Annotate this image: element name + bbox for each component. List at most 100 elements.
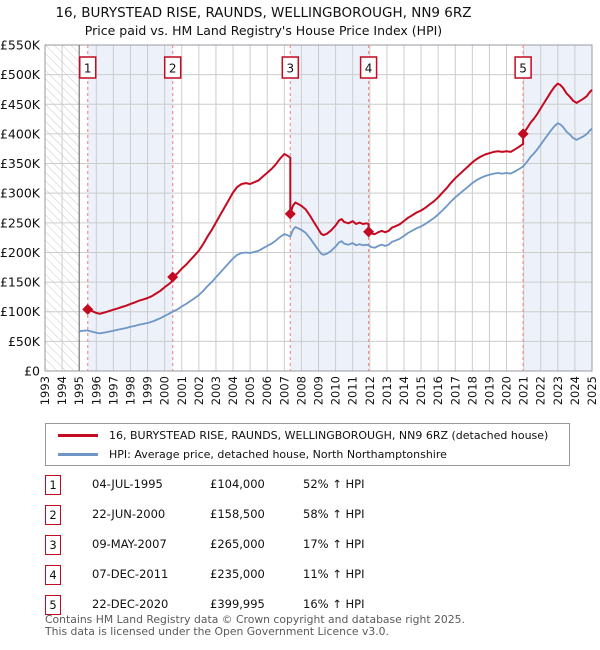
x-axis-label: 2018 <box>465 376 479 405</box>
sale-vs-hpi: 16% ↑ HPI <box>303 597 365 611</box>
sale-number-box <box>78 56 97 79</box>
x-axis-label: 2015 <box>414 376 428 405</box>
x-axis-label: 2007 <box>277 376 291 405</box>
y-axis-label: £300K <box>0 186 41 201</box>
sale-point-diamond <box>517 128 529 140</box>
y-axis-label: £350K <box>0 156 41 171</box>
x-axis-label: 1999 <box>141 376 155 405</box>
sale-price: £158,500 <box>210 507 265 521</box>
sale-price: £104,000 <box>210 477 265 491</box>
y-axis-label: £250K <box>0 215 41 230</box>
x-axis-label: 1997 <box>106 376 120 405</box>
sale-price: £399,995 <box>210 597 265 611</box>
x-axis-label: 2020 <box>500 376 514 405</box>
sale-number-badge: 5 <box>45 595 61 615</box>
y-axis-label: £150K <box>0 275 41 290</box>
sale-number-box <box>514 56 532 79</box>
x-axis-label: 2005 <box>243 376 257 405</box>
sale-number-box <box>281 56 300 79</box>
page-title: 16, BURYSTEAD RISE, RAUNDS, WELLINGBOROU… <box>55 5 472 21</box>
sale-number-badge: 2 <box>45 505 61 525</box>
sale-price: £265,000 <box>210 537 265 551</box>
y-axis-label: £450K <box>0 97 41 112</box>
x-axis-label: 2002 <box>192 376 206 405</box>
legend-entry-price: 16, BURYSTEAD RISE, RAUNDS, WELLINGBOROU… <box>46 427 569 443</box>
footer-line-2: This data is licensed under the Open Gov… <box>45 625 389 638</box>
legend-label: HPI: Average price, detached house, Nort… <box>109 447 447 461</box>
page-subtitle: Price paid vs. HM Land Registry's House … <box>84 23 443 38</box>
sale-price: £235,000 <box>210 567 265 581</box>
x-axis-label: 2024 <box>568 376 582 405</box>
x-axis-label: 2009 <box>312 376 326 405</box>
sale-number-badge: 4 <box>45 565 61 585</box>
x-axis-label: 2003 <box>209 376 223 405</box>
x-axis-label: 2023 <box>551 376 565 405</box>
sale-point-diamond <box>284 208 296 220</box>
x-axis-label: 2019 <box>482 376 496 405</box>
x-axis-label: 2017 <box>448 376 462 405</box>
y-axis-label: £500K <box>0 67 41 82</box>
x-axis-label: 2011 <box>346 376 360 405</box>
x-axis-label: 2012 <box>363 376 377 405</box>
table-row: 5 22-DEC-2020 £399,995 16% ↑ HPI <box>45 595 585 625</box>
x-axis-label: 1993 <box>38 376 52 405</box>
y-axis-label: £100K <box>0 304 41 319</box>
x-axis-label: 1996 <box>89 376 103 405</box>
x-axis-label: 1998 <box>123 376 137 405</box>
x-axis-label: 2001 <box>175 376 189 405</box>
sale-point-diamond <box>82 303 94 315</box>
y-axis-label: £0 <box>24 364 40 379</box>
y-axis-label: £50K <box>8 334 41 349</box>
sale-date: 22-DEC-2020 <box>92 597 169 611</box>
x-axis-label: 2010 <box>329 376 343 405</box>
sale-number-badge: 1 <box>45 475 61 495</box>
sale-number: 4 <box>365 62 373 76</box>
sale-number-box <box>163 56 182 79</box>
sale-number: 2 <box>169 62 177 76</box>
sale-number: 5 <box>519 62 527 76</box>
price-line <box>87 82 593 315</box>
sale-vs-hpi: 52% ↑ HPI <box>303 477 365 491</box>
sale-date: 09-MAY-2007 <box>92 537 167 551</box>
sale-date: 22-JUN-2000 <box>92 507 166 521</box>
x-axis-label: 2021 <box>517 376 531 405</box>
x-axis-label: 1994 <box>55 376 69 405</box>
hpi-line <box>79 122 593 335</box>
legend-label: 16, BURYSTEAD RISE, RAUNDS, WELLINGBOROU… <box>109 428 549 442</box>
y-axis-label: £200K <box>0 245 41 260</box>
sale-vs-hpi: 11% ↑ HPI <box>303 567 365 581</box>
price-line-swatch <box>58 433 98 437</box>
y-axis-label: £550K <box>0 38 41 53</box>
x-axis-label: 2008 <box>294 376 308 405</box>
legend-entry-hpi: HPI: Average price, detached house, Nort… <box>46 446 569 462</box>
footer-line-1: Contains HM Land Registry data © Crown c… <box>45 613 465 626</box>
sale-number: 1 <box>84 62 92 76</box>
x-axis-label: 2004 <box>226 376 240 405</box>
price-history-chart: £0 £50K £100K £150K £200K £250K £300K £350K £400… <box>0 38 599 406</box>
sale-vs-hpi: 17% ↑ HPI <box>303 537 365 551</box>
chart-legend: 16, BURYSTEAD RISE, RAUNDS, WELLINGBOROU… <box>45 423 570 466</box>
x-axis-label: 2022 <box>534 376 548 405</box>
sale-point-diamond <box>167 271 179 283</box>
y-axis-label: £400K <box>0 126 41 141</box>
hpi-line-swatch <box>58 452 98 456</box>
table-row: 2 22-JUN-2000 £158,500 58% ↑ HPI <box>45 505 585 535</box>
plot-border <box>44 44 593 372</box>
x-axis-label: 2014 <box>397 376 411 405</box>
sale-date: 04-JUL-1995 <box>92 477 163 491</box>
sale-number-box <box>359 56 378 79</box>
ownership-band <box>290 45 369 371</box>
sale-point-diamond <box>363 226 375 238</box>
sale-date: 07-DEC-2011 <box>92 567 169 581</box>
x-axis-label: 2016 <box>431 376 445 405</box>
table-row: 1 04-JUL-1995 £104,000 52% ↑ HPI <box>45 475 585 505</box>
table-row: 4 07-DEC-2011 £235,000 11% ↑ HPI <box>45 565 585 595</box>
x-axis-label: 1995 <box>72 376 86 405</box>
x-axis-label: 2025 <box>585 376 599 405</box>
sale-history-table: 1 04-JUL-1995 £104,000 52% ↑ HPI 2 22-JU… <box>45 475 585 625</box>
x-axis-label: 2000 <box>158 376 172 405</box>
table-row: 3 09-MAY-2007 £265,000 17% ↑ HPI <box>45 535 585 565</box>
x-axis-label: 2013 <box>380 376 394 405</box>
x-axis-label: 2006 <box>260 376 274 405</box>
